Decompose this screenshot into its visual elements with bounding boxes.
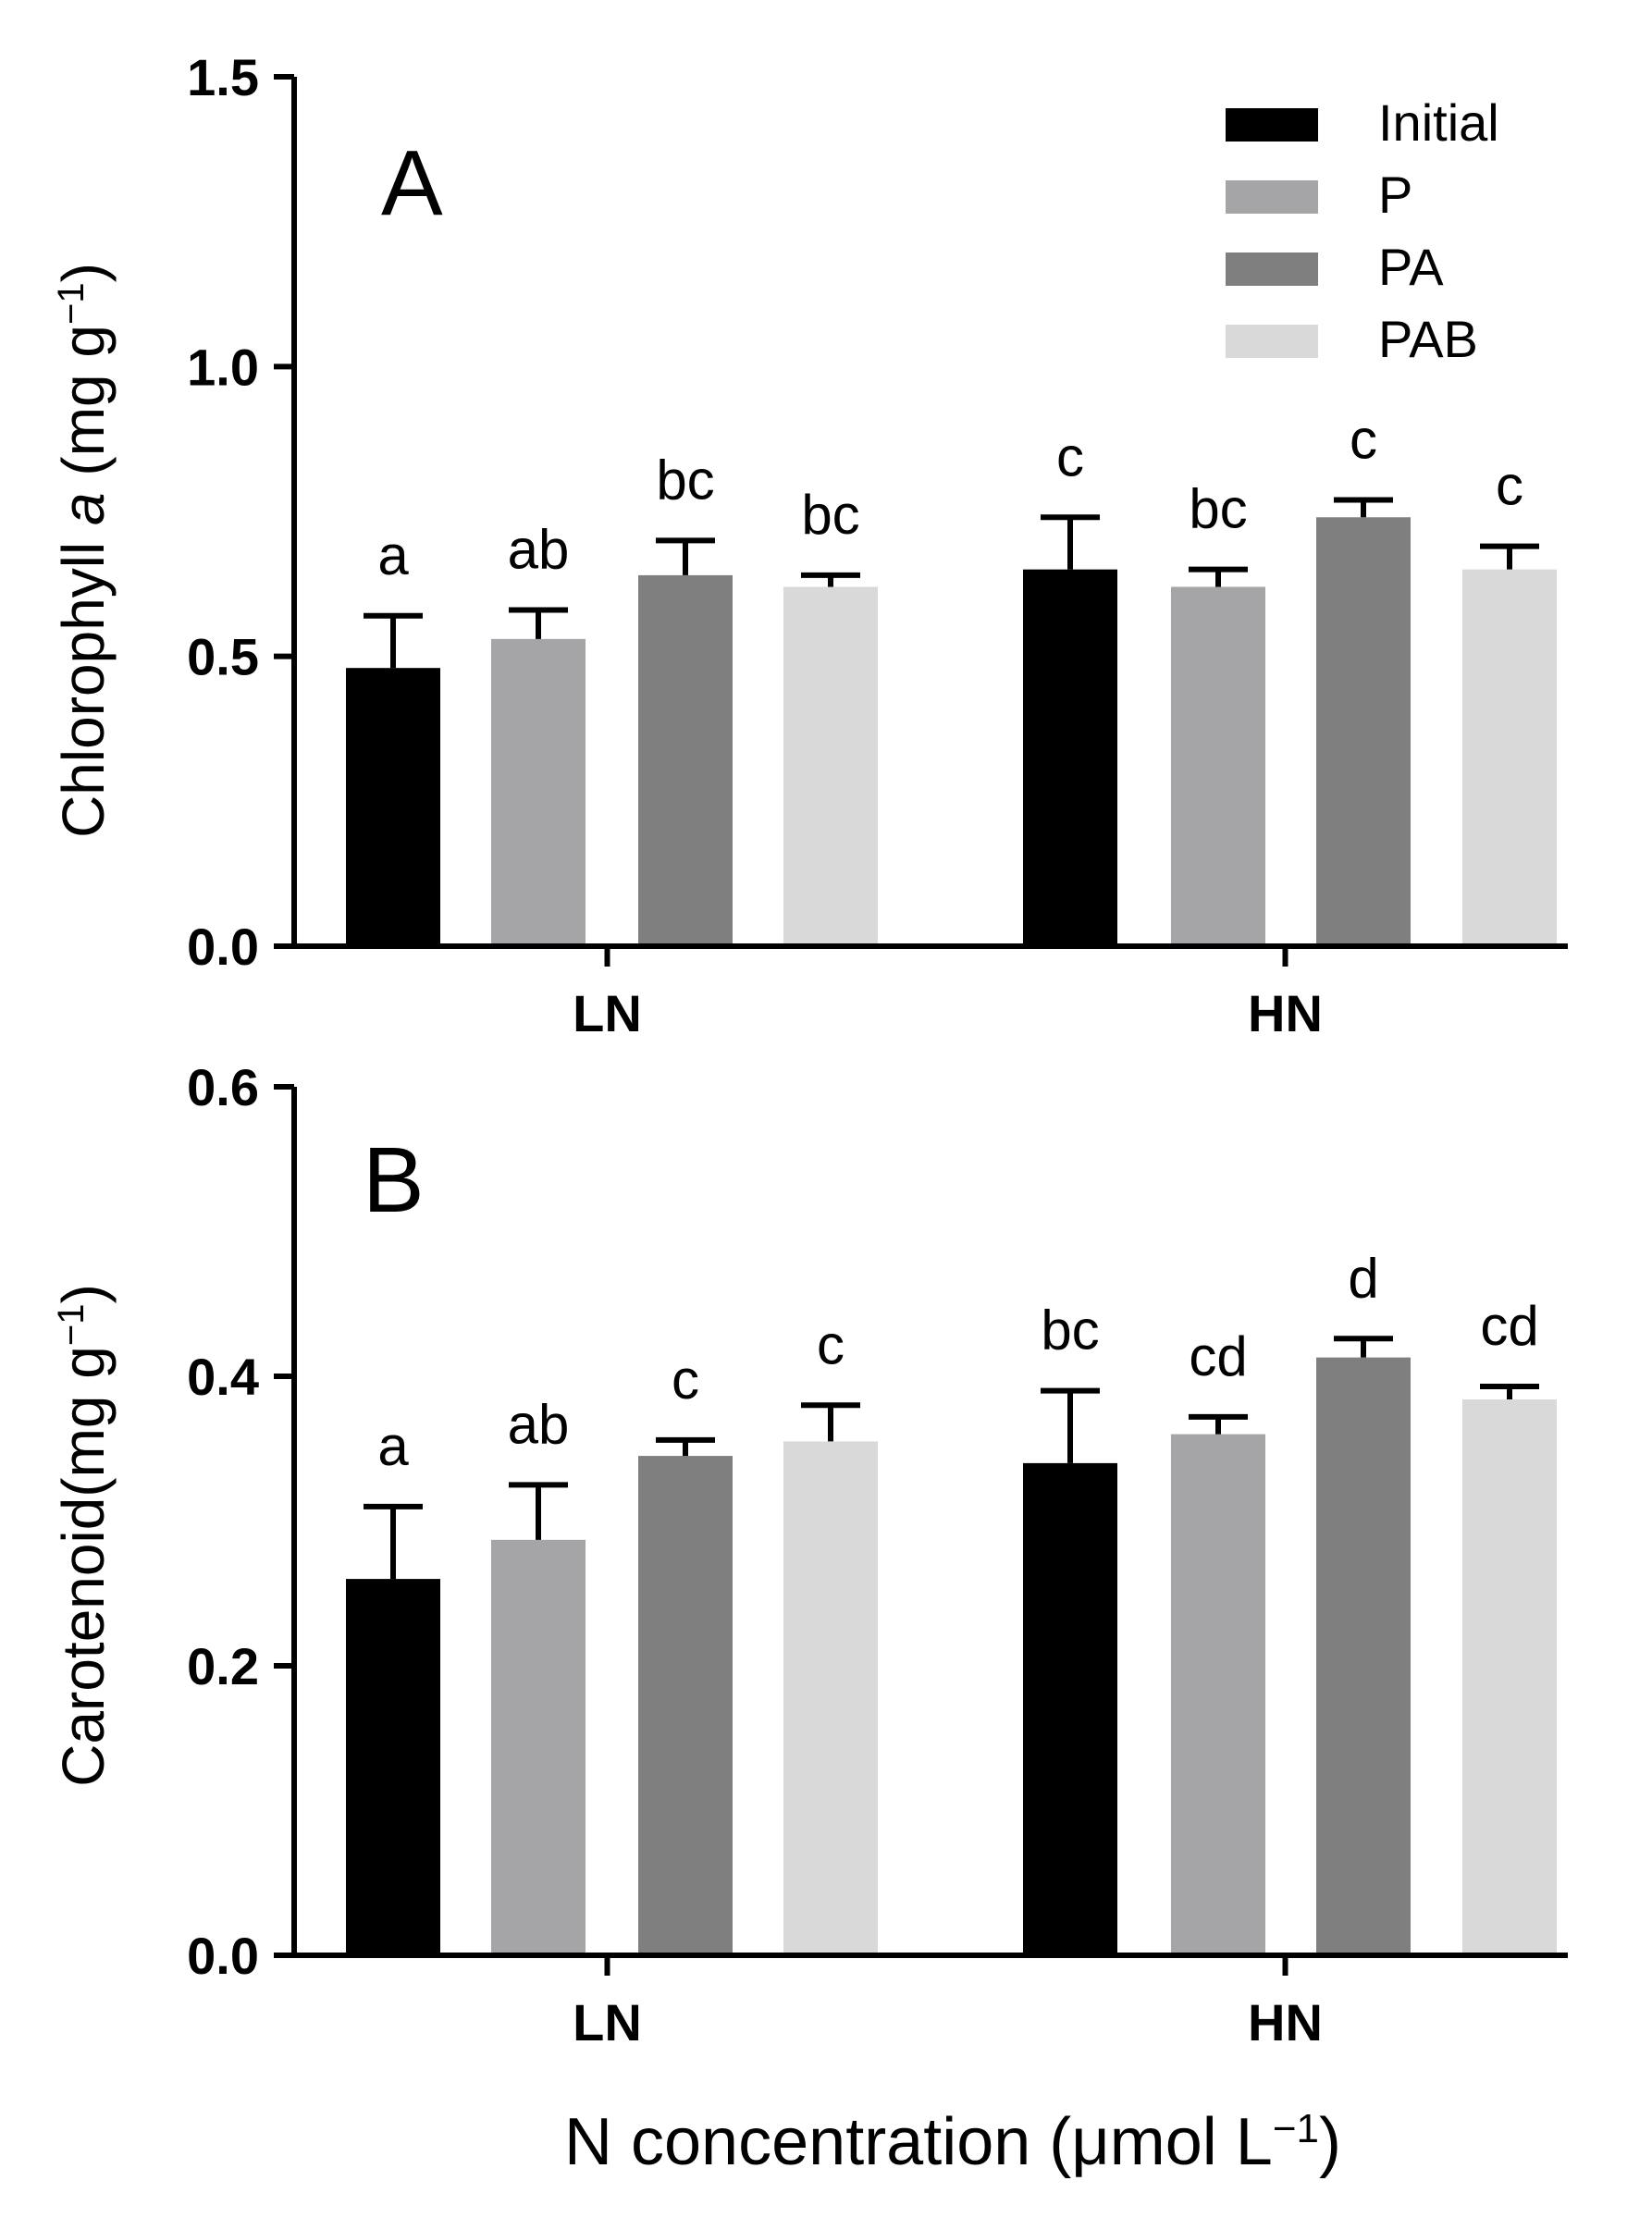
panel-b-bar-ln-pa xyxy=(638,1456,733,1955)
panel-a-bar-hn-initial xyxy=(1023,569,1117,946)
panel-a-bars: a c ab bc bc c bc c xyxy=(346,408,1557,946)
panel-b-sig-letter-hn-p: cd xyxy=(1189,1325,1247,1387)
panel-b-y-tick-label: 0.6 xyxy=(187,1058,259,1116)
panel-b-y-tick-label: 0.4 xyxy=(187,1348,259,1406)
legend-swatch-pa xyxy=(1226,253,1318,286)
panel-b-sig-letter-ln-pa: c xyxy=(672,1349,699,1411)
panel-b-ticks: 0.0 0.2 0.4 0.6 LN HN xyxy=(187,1058,1323,2051)
panel-b-error-bar-hn-pa xyxy=(1334,1336,1393,1358)
panel-a: a c ab bc bc c bc c 0.0 0.5 1.0 1.5 LN HN A Chloroph… xyxy=(50,48,1568,1042)
panel-a-error-bar-hn-pab xyxy=(1480,543,1539,570)
panel-b-ylabel: Carotenoid(mg g−1) xyxy=(50,1284,117,1787)
panel-a-sig-letter-hn-pab: c xyxy=(1496,455,1523,517)
panel-a-error-bar-hn-p xyxy=(1189,566,1248,587)
panel-b-bar-hn-p xyxy=(1171,1434,1265,1955)
panel-b-bar-ln-p xyxy=(491,1539,586,1955)
legend-label-initial: Initial xyxy=(1378,93,1499,152)
panel-a-error-bar-hn-pa xyxy=(1334,497,1393,518)
panel-b-bar-hn-initial xyxy=(1023,1462,1117,1955)
panel-b-error-bar-hn-pab xyxy=(1480,1383,1539,1400)
legend-label-pab: PAB xyxy=(1378,310,1478,368)
panel-a-error-bar-ln-pa xyxy=(656,537,715,575)
panel-b-y-tick-label: 0.0 xyxy=(187,1927,259,1985)
panel-a-y-tick-label: 0.5 xyxy=(187,628,259,686)
panel-b-error-bar-ln-p xyxy=(509,1482,568,1540)
panel-b-y-tick-label: 0.2 xyxy=(187,1637,259,1695)
panel-a-error-bar-ln-initial xyxy=(364,612,423,669)
x-axis-title: N concentration (μmol L−1) xyxy=(564,2105,1341,2179)
panel-b-error-bar-ln-pab xyxy=(801,1402,860,1442)
legend-label-p: P xyxy=(1378,166,1412,224)
panel-a-bar-hn-p xyxy=(1171,586,1265,946)
panel-a-sig-letter-ln-pab: bc xyxy=(801,484,859,546)
panel-b-error-bar-ln-pa xyxy=(656,1436,715,1457)
panel-a-ticks: 0.0 0.5 1.0 1.5 LN HN xyxy=(187,48,1323,1042)
legend-label-pa: PA xyxy=(1378,238,1444,296)
panel-a-error-bar-hn-initial xyxy=(1041,514,1100,570)
panel-b-category-label-hn: HN xyxy=(1248,1993,1323,2051)
panel-a-label: A xyxy=(381,131,443,235)
legend-swatch-initial xyxy=(1226,108,1318,142)
panel-a-sig-letter-hn-initial: c xyxy=(1056,425,1084,487)
panel-b-bar-hn-pab xyxy=(1462,1399,1557,1955)
panel-b-bar-ln-initial xyxy=(346,1579,440,1955)
panel-b-bar-ln-pab xyxy=(783,1441,878,1955)
panel-b-sig-letter-hn-initial: bc xyxy=(1041,1300,1099,1361)
panel-b-error-bar-ln-initial xyxy=(364,1503,423,1580)
panel-b-error-bar-hn-p xyxy=(1189,1413,1248,1435)
panel-b-sig-letter-hn-pa: d xyxy=(1348,1247,1378,1309)
panel-a-bar-hn-pa xyxy=(1316,517,1411,946)
panel-a-sig-letter-hn-p: bc xyxy=(1189,478,1247,540)
panel-a-bar-ln-pab xyxy=(783,586,878,946)
panel-a-bar-ln-pa xyxy=(638,574,733,946)
panel-a-error-bar-ln-p xyxy=(509,607,568,639)
panel-a-bar-hn-pab xyxy=(1462,569,1557,946)
panel-a-sig-letter-ln-initial: a xyxy=(377,524,409,586)
panel-a-y-tick-label: 1.5 xyxy=(187,48,259,106)
panel-a-category-label-ln: LN xyxy=(573,984,642,1042)
panel-b-axes xyxy=(291,1087,1568,1958)
panel-a-bar-ln-p xyxy=(491,638,586,946)
panel-b-sig-letter-hn-pab: cd xyxy=(1480,1295,1538,1357)
panel-a-error-bar-ln-pab xyxy=(801,572,860,587)
panel-a-y-tick-label: 1.0 xyxy=(187,338,259,396)
legend-swatch-p xyxy=(1226,180,1318,214)
panel-a-sig-letter-ln-pa: bc xyxy=(656,449,714,511)
panel-a-category-label-hn: HN xyxy=(1248,984,1323,1042)
panel-b-category-label-ln: LN xyxy=(573,1993,642,2051)
panel-b-bar-hn-pa xyxy=(1316,1357,1411,1955)
panel-a-ylabel: Chlorophyll a (mg g−1) xyxy=(50,263,117,838)
panel-a-axes xyxy=(291,77,1568,949)
panel-a-sig-letter-hn-pa: c xyxy=(1350,408,1377,470)
panel-b-sig-letter-ln-p: ab xyxy=(508,1393,570,1455)
legend-swatch-pab xyxy=(1226,325,1318,358)
panel-b-sig-letter-ln-initial: a xyxy=(377,1415,409,1477)
panel-a-y-tick-label: 0.0 xyxy=(187,918,259,976)
panel-b-error-bar-hn-initial xyxy=(1041,1387,1100,1463)
legend: Initial P PA PAB xyxy=(1226,93,1499,368)
panel-b-sig-letter-ln-pab: c xyxy=(817,1313,844,1375)
panel-b-label: B xyxy=(363,1128,425,1232)
panel-a-sig-letter-ln-p: ab xyxy=(508,519,570,581)
panel-a-bar-ln-initial xyxy=(346,668,440,946)
